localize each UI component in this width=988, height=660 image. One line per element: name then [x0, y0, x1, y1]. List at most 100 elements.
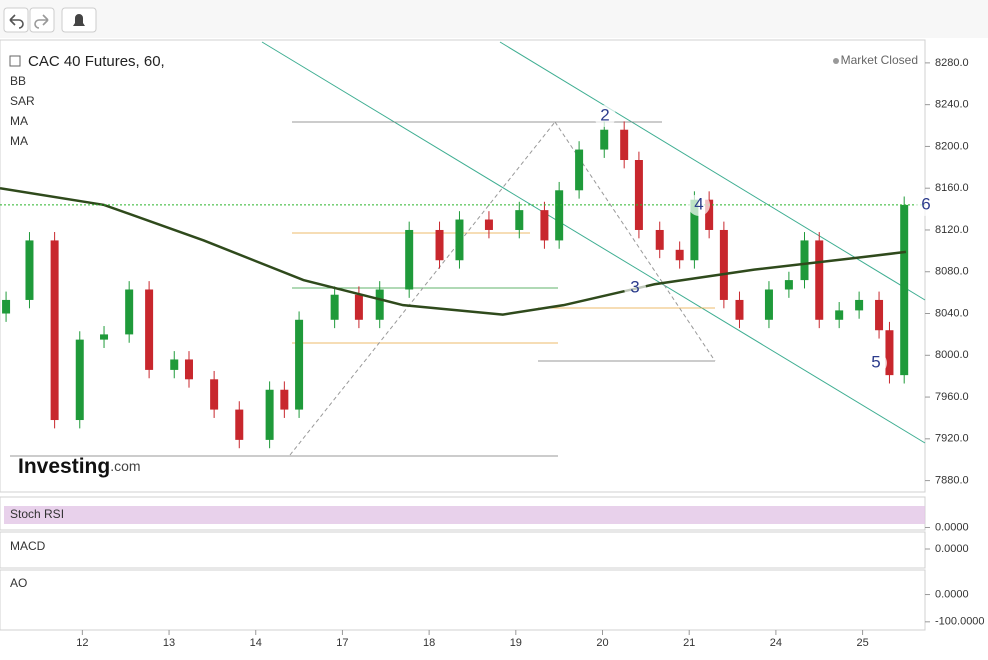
redo-icon — [34, 14, 49, 29]
panel-tick-label: 0.0000 — [935, 521, 969, 533]
candle-body — [555, 190, 564, 241]
indicator-label: MA — [10, 114, 28, 128]
candle-body — [455, 219, 464, 261]
logo-main: Investing — [18, 455, 110, 478]
candle-body — [900, 204, 909, 376]
candle-body — [515, 210, 524, 230]
candle-body — [184, 359, 193, 380]
wave-label: 5 — [871, 352, 880, 371]
x-tick-label: 18 — [423, 637, 435, 649]
y-tick-label: 7920.0 — [935, 433, 969, 445]
candle-body — [620, 129, 629, 161]
panel-label: Stoch RSI — [10, 507, 64, 521]
y-tick-label: 8080.0 — [935, 266, 969, 278]
stoch-band — [4, 506, 925, 524]
indicator-label: SAR — [10, 94, 35, 108]
panel-label: AO — [10, 576, 27, 590]
alert-icon — [73, 14, 85, 26]
y-tick-label: 8040.0 — [935, 307, 969, 319]
trend-line — [289, 121, 556, 456]
candle-body — [575, 149, 584, 191]
candle-body — [705, 199, 714, 230]
wave-marker — [624, 277, 646, 299]
macd-pane — [0, 531, 926, 569]
indicator-label: MA — [10, 134, 28, 148]
trend-line — [554, 121, 716, 362]
wave-marker — [688, 194, 710, 216]
x-tick-label: 24 — [770, 637, 782, 649]
candle-body — [125, 289, 134, 335]
candle-body — [435, 229, 444, 261]
candle-body — [170, 359, 179, 370]
candle-body — [675, 249, 684, 261]
candle-body — [295, 319, 304, 410]
y-tick-label: 8280.0 — [935, 57, 969, 69]
indicator-label: BB — [10, 74, 26, 88]
candle-body — [210, 379, 219, 410]
candle-body — [885, 330, 894, 376]
candle-body — [354, 294, 363, 320]
x-tick-label: 25 — [856, 637, 868, 649]
x-tick-label: 12 — [76, 637, 88, 649]
candle-body — [815, 240, 824, 320]
ao-pane — [0, 569, 926, 631]
candle-body — [855, 299, 864, 311]
panel-tick-label: 0.0000 — [935, 543, 969, 555]
logo-suffix: .com — [110, 458, 140, 474]
y-tick-label: 8160.0 — [935, 182, 969, 194]
x-tick-label: 17 — [336, 637, 348, 649]
candle-body — [280, 389, 289, 410]
wave-label: 6 — [921, 194, 930, 213]
candle-body — [235, 409, 244, 440]
y-tick-label: 7960.0 — [935, 391, 969, 403]
wave-marker — [865, 352, 887, 374]
wave-marker — [594, 105, 616, 127]
panel-tick-label: -100.0000 — [935, 616, 985, 628]
chart-title: CAC 40 Futures, 60, — [28, 53, 165, 70]
panel-label: MACD — [10, 539, 46, 553]
candle-body — [735, 299, 744, 320]
candle-body — [835, 310, 844, 320]
wave-marker — [915, 194, 937, 216]
toolbar — [0, 0, 988, 38]
logo: Investing.com — [18, 455, 141, 478]
x-tick-label: 20 — [596, 637, 608, 649]
wave-label: 2 — [600, 105, 609, 124]
channel-line — [261, 41, 926, 444]
candle-body — [800, 240, 809, 281]
main-pane — [0, 39, 926, 493]
y-tick-label: 8240.0 — [935, 99, 969, 111]
candle-body — [145, 289, 154, 370]
candle-body — [330, 294, 339, 320]
y-tick-label: 8000.0 — [935, 349, 969, 361]
candle-body — [100, 334, 109, 340]
x-tick-label: 13 — [163, 637, 175, 649]
wave-label: 4 — [694, 194, 703, 213]
candle-body — [75, 339, 84, 421]
ma-line — [0, 186, 907, 316]
undo-icon — [9, 14, 24, 29]
candle-body — [784, 280, 793, 290]
candle-body — [25, 240, 34, 300]
candle-body — [484, 219, 493, 230]
panel-tick-label: 0.0000 — [935, 588, 969, 600]
y-tick-label: 7880.0 — [935, 475, 969, 487]
candle-body — [875, 299, 884, 331]
y-tick-label: 8120.0 — [935, 224, 969, 236]
candle-body — [634, 160, 643, 230]
candle-body — [50, 240, 59, 421]
wave-label: 3 — [630, 277, 639, 296]
candle-body — [375, 289, 384, 320]
candle-body — [690, 199, 699, 261]
x-tick-label: 21 — [683, 637, 695, 649]
candle-body — [600, 129, 609, 150]
candle-body — [764, 289, 773, 320]
x-tick-label: 14 — [250, 637, 262, 649]
collapse-box[interactable] — [9, 55, 21, 67]
y-tick-label: 8200.0 — [935, 140, 969, 152]
candle-body — [265, 389, 274, 440]
candle-body — [719, 229, 728, 300]
candle-body — [655, 229, 664, 250]
x-tick-label: 19 — [510, 637, 522, 649]
